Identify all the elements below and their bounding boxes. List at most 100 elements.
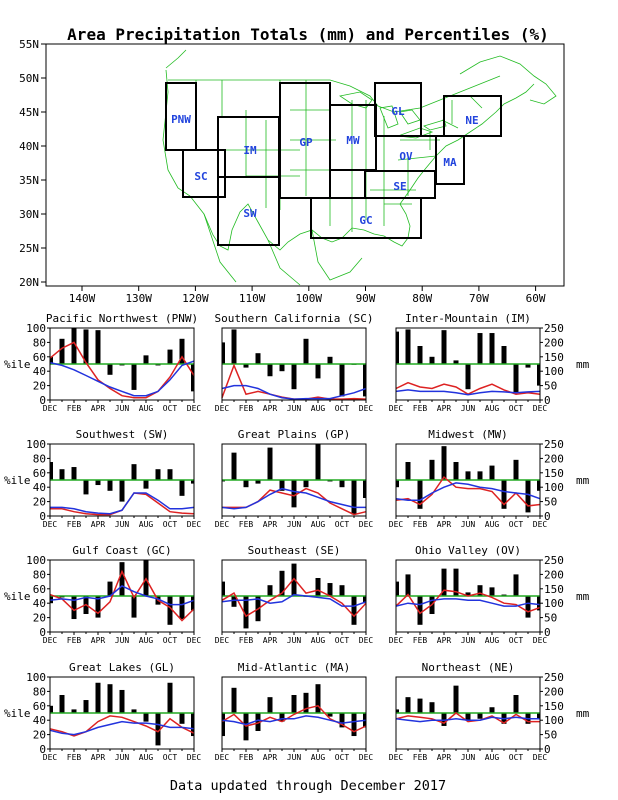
percentile-bar-jun-6 bbox=[291, 480, 297, 508]
right-tick-label: 0 bbox=[544, 626, 551, 639]
left-tick-label: 100 bbox=[26, 671, 46, 684]
percentile-bar-oct-10 bbox=[513, 364, 519, 393]
percentile-bar-aug-8 bbox=[143, 713, 149, 722]
percentile-bar-jun-6 bbox=[119, 562, 125, 596]
percentile-bar-dec-0 bbox=[396, 480, 399, 488]
x-tick-label: DEC bbox=[533, 636, 548, 645]
percentile-bar-oct-10 bbox=[513, 574, 519, 596]
right-tick-label: 150 bbox=[544, 467, 564, 480]
percentile-bar-nov-11 bbox=[179, 713, 185, 724]
region-panels: Pacific Northwest (PNW) DEC FEB APR JUN AUG OC… bbox=[4, 312, 590, 762]
region-label-gl: GL bbox=[391, 105, 405, 118]
percentile-bar-dec-12 bbox=[363, 364, 366, 397]
percentile-bar-dec-12 bbox=[363, 480, 366, 498]
percentile-bar-nov-11 bbox=[351, 480, 357, 515]
normal-total-line bbox=[395, 598, 541, 607]
x-tick-label: OCT bbox=[163, 404, 178, 413]
normal-total-line bbox=[49, 585, 195, 606]
lat-label: 45N bbox=[19, 106, 39, 119]
x-axis: DEC FEB APR JUN AUG OCT DEC bbox=[389, 749, 548, 762]
percentile-bar-jan-1 bbox=[405, 329, 411, 364]
region-box-sc bbox=[182, 149, 226, 198]
x-tick-label: FEB bbox=[413, 636, 428, 645]
panel-title: Great Plains (GP) bbox=[238, 428, 351, 441]
percentile-bar-sep-9 bbox=[501, 346, 507, 364]
percentile-bar-mar-3 bbox=[429, 356, 435, 364]
left-tick-label: 0 bbox=[39, 510, 46, 523]
region-label-mw: MW bbox=[346, 134, 360, 147]
normal-total-line bbox=[49, 360, 195, 397]
region-box-pnw bbox=[165, 82, 197, 151]
x-tick-label: AUG bbox=[139, 404, 154, 413]
x-tick-label: DEC bbox=[359, 753, 374, 762]
right-tick-label: 0 bbox=[544, 510, 551, 523]
percentile-bar-oct-10 bbox=[339, 713, 345, 728]
percentile-bar-mar-3 bbox=[83, 480, 89, 495]
percentile-bar-nov-11 bbox=[525, 480, 531, 513]
x-tick-label: DEC bbox=[359, 636, 374, 645]
percentile-bars bbox=[50, 328, 194, 392]
x-tick-label: OCT bbox=[335, 520, 350, 529]
x-axis: DEC FEB APR JUN AUG OCT DEC bbox=[43, 632, 201, 645]
x-tick-label: DEC bbox=[187, 404, 202, 413]
x-axis: DEC FEB APR JUN AUG OCT DEC bbox=[215, 632, 374, 645]
percentile-bar-may-5 bbox=[279, 480, 285, 491]
percentile-bar-may-5 bbox=[453, 685, 459, 713]
panel-title: Midwest (MW) bbox=[428, 428, 507, 441]
percentile-bar-apr-4 bbox=[95, 682, 101, 713]
x-tick-label: OCT bbox=[335, 404, 350, 413]
region-label-gp: GP bbox=[299, 136, 313, 149]
percentile-bar-jul-7 bbox=[477, 585, 483, 596]
percentile-bar-may-5 bbox=[279, 713, 285, 722]
region-box-gc bbox=[310, 197, 422, 239]
normal-total-line bbox=[395, 482, 541, 501]
region-label-gc: GC bbox=[359, 214, 372, 227]
x-tick-label: JUN bbox=[287, 753, 302, 762]
normal-total-line bbox=[395, 389, 541, 396]
x-axis: DEC FEB APR JUN AUG OCT DEC bbox=[389, 400, 547, 413]
panel-title: Southeast (SE) bbox=[248, 544, 341, 557]
percentile-bar-apr-4 bbox=[441, 568, 447, 596]
left-tick-label: 40 bbox=[33, 365, 46, 378]
right-tick-label: 250 bbox=[544, 671, 564, 684]
x-tick-label: OCT bbox=[163, 520, 178, 529]
panel-title: Northeast (NE) bbox=[422, 661, 515, 674]
x-tick-label: OCT bbox=[509, 520, 524, 529]
left-tick-label: 60 bbox=[33, 700, 46, 713]
percentile-bar-may-5 bbox=[107, 684, 113, 713]
percentile-bar-jan-1 bbox=[405, 697, 411, 713]
percentile-bar-dec-12 bbox=[537, 480, 540, 491]
x-tick-label: DEC bbox=[533, 753, 548, 762]
percentile-bar-sep-9 bbox=[327, 356, 333, 364]
left-tick-label: 20 bbox=[33, 612, 46, 625]
percentile-bar-apr-4 bbox=[95, 480, 101, 486]
left-tick-label: 0 bbox=[39, 626, 46, 639]
percentile-bar-dec-12 bbox=[191, 713, 194, 737]
x-tick-label: OCT bbox=[509, 404, 524, 413]
lon-label: 90W bbox=[356, 292, 376, 305]
normal-total-line bbox=[395, 716, 540, 723]
x-axis: DEC FEB APR JUN AUG OCT DEC bbox=[43, 749, 201, 762]
percentile-bar-jul-7 bbox=[477, 333, 483, 364]
percentile-bar-dec-0 bbox=[222, 480, 225, 482]
percentile-bar-mar-3 bbox=[83, 700, 89, 713]
x-tick-label: OCT bbox=[335, 753, 350, 762]
x-tick-label: FEB bbox=[239, 753, 254, 762]
x-tick-label: FEB bbox=[67, 636, 82, 645]
x-axis: DEC FEB APR JUN AUG OCT DEC bbox=[43, 516, 201, 529]
x-tick-label: FEB bbox=[239, 636, 254, 645]
x-tick-label: APR bbox=[263, 404, 278, 413]
panel-title: Pacific Northwest (PNW) bbox=[46, 312, 198, 325]
lat-label: 25N bbox=[19, 242, 39, 255]
left-tick-label: 40 bbox=[33, 597, 46, 610]
x-tick-label: AUG bbox=[485, 520, 500, 529]
left-unit-label: %ile bbox=[4, 474, 31, 487]
panel-inter-mountain-im: Inter-Mountain (IM)DEC FEB APR JUN AUG OCT DEC… bbox=[389, 312, 590, 413]
x-tick-label: DEC bbox=[389, 636, 404, 645]
observed-total-line bbox=[49, 341, 195, 399]
normal-total-line bbox=[221, 384, 367, 400]
x-tick-label: APR bbox=[91, 404, 106, 413]
left-tick-label: 20 bbox=[33, 496, 46, 509]
